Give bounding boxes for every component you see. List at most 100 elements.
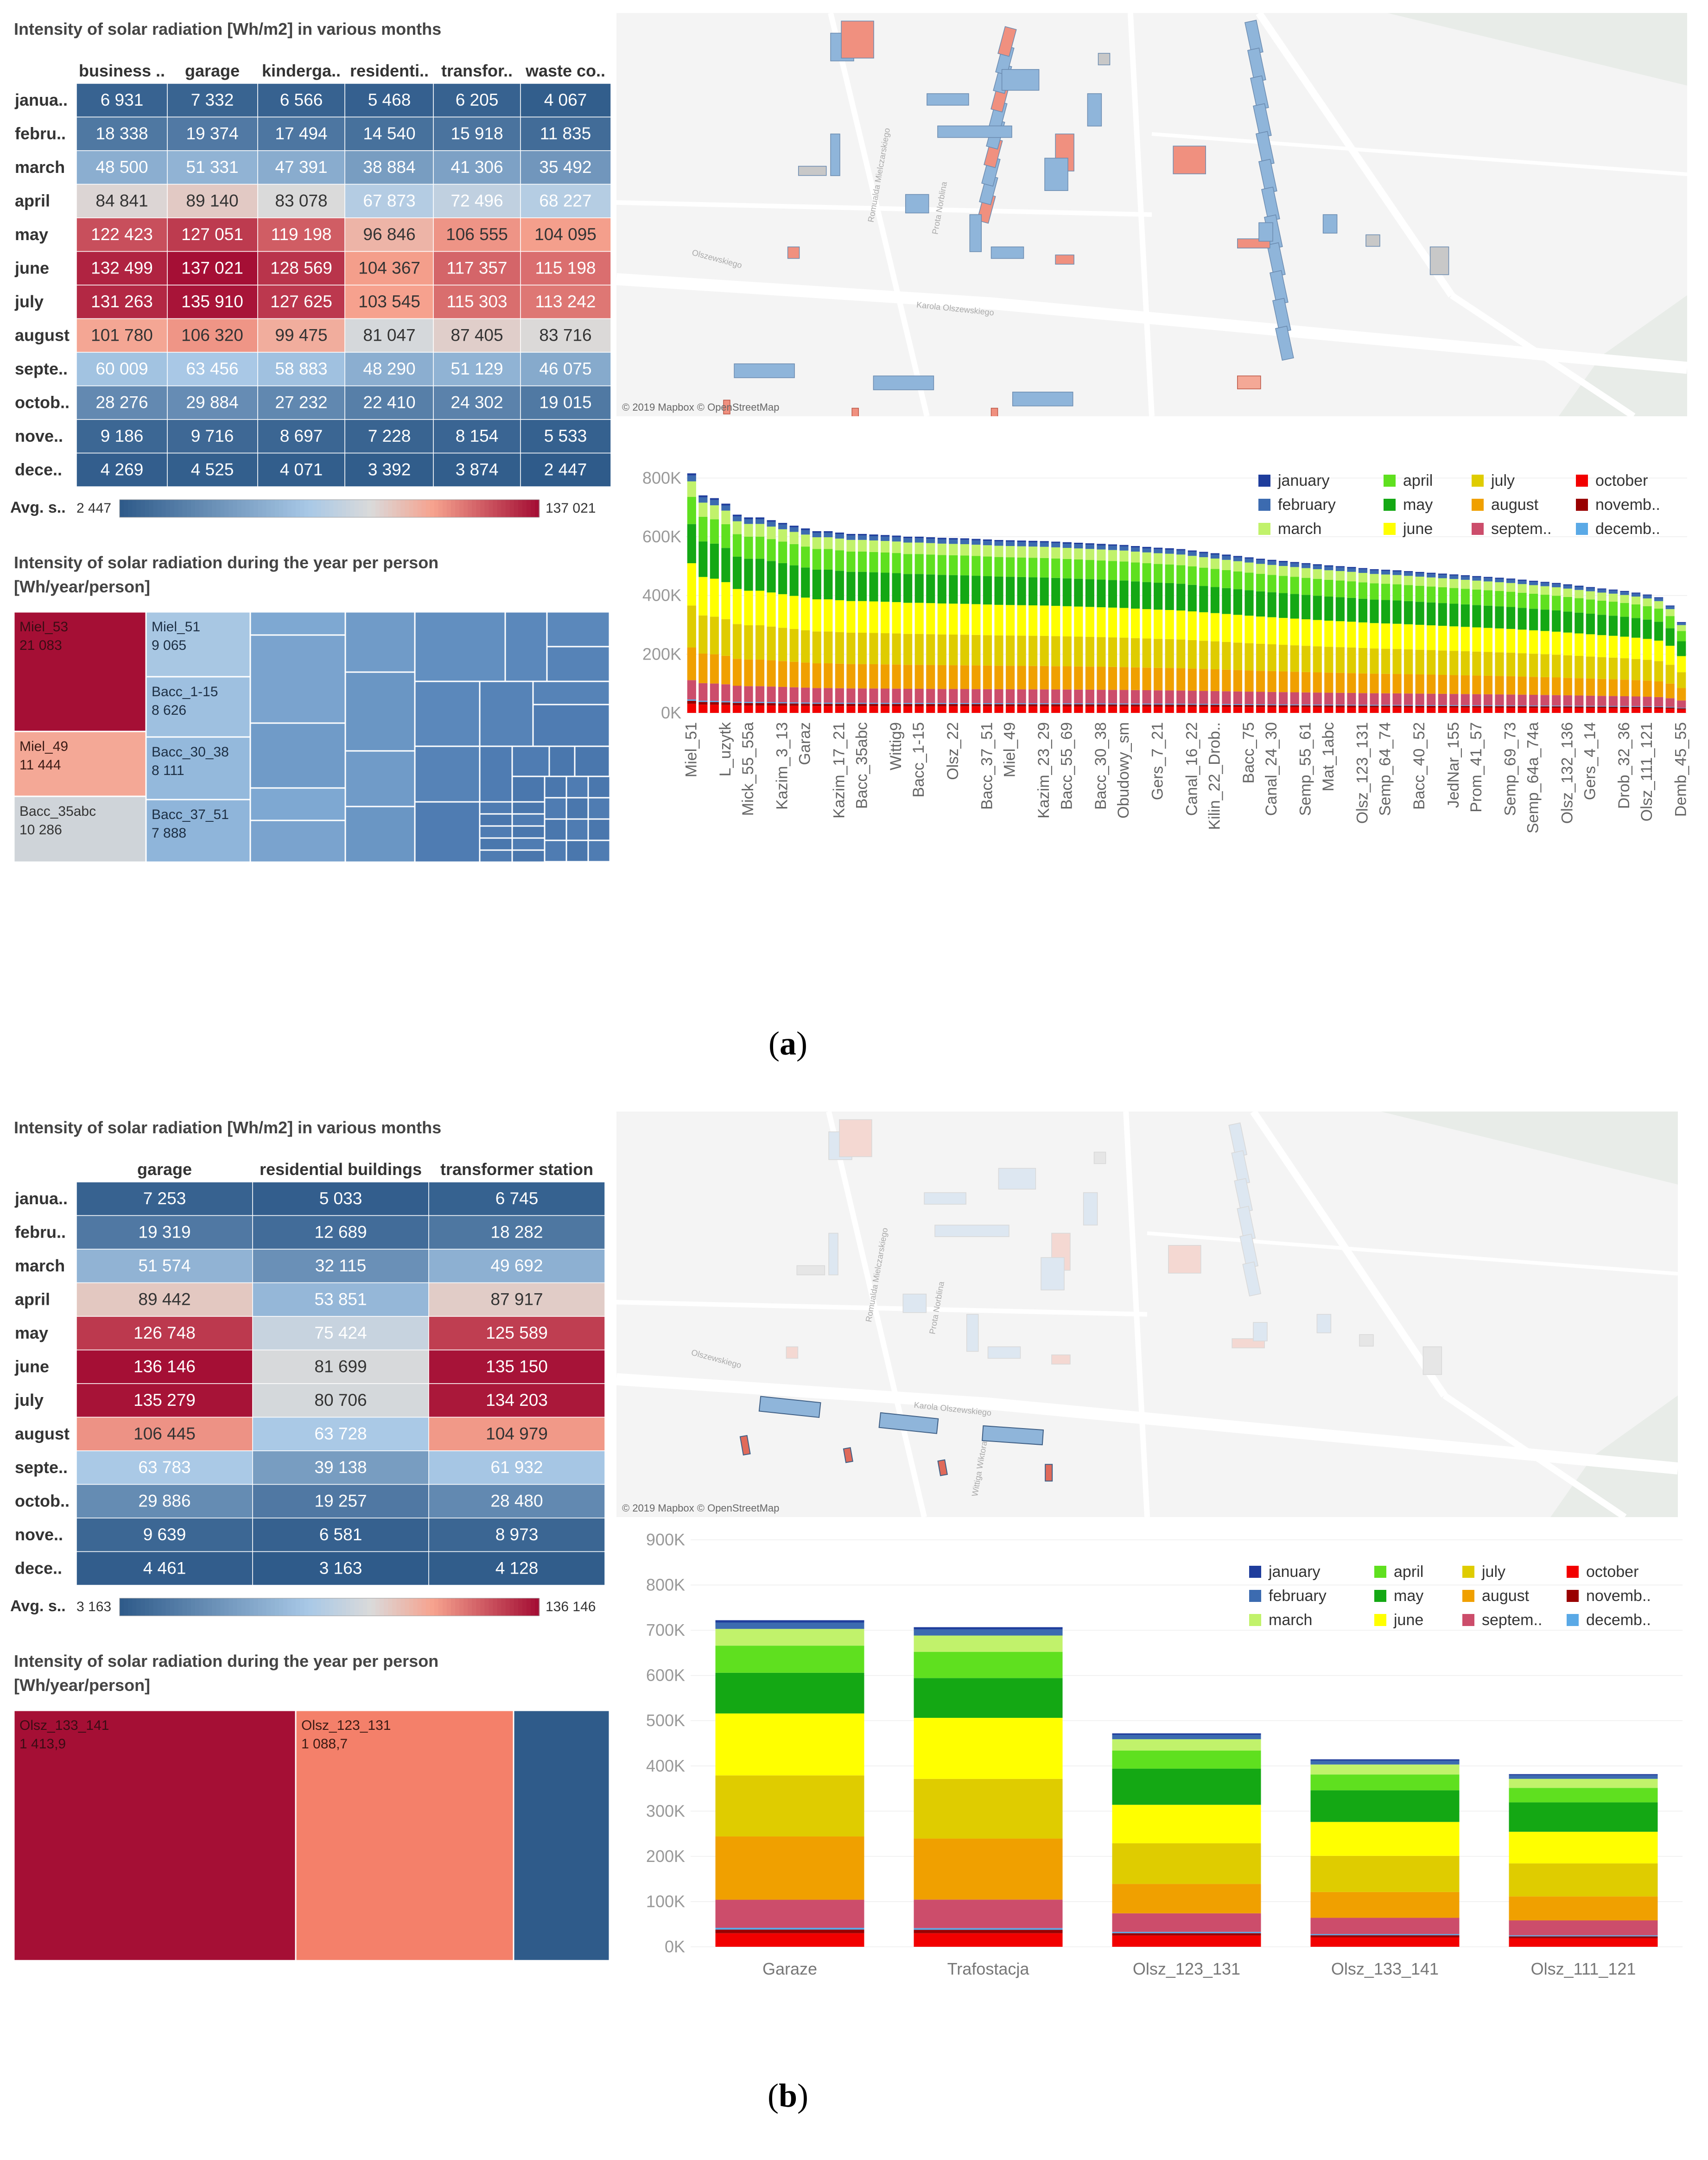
bar-segment: [1210, 705, 1219, 707]
x-tick-label: Prom_41_57: [1467, 722, 1485, 813]
legend-swatch: [233, 500, 238, 517]
bar-segment: [892, 602, 901, 634]
bar-segment: [1381, 584, 1391, 600]
bar-segment: [1563, 708, 1572, 713]
bar-segment: [1222, 554, 1231, 556]
bar-segment: [1631, 680, 1641, 697]
row-header: septe..: [15, 1458, 68, 1477]
bar-segment: [1210, 553, 1219, 555]
bar-segment: [1029, 546, 1038, 558]
bar-segment: [710, 543, 719, 579]
bar-segment: [1552, 584, 1561, 587]
bar-segment: [1290, 618, 1299, 646]
heatmap-cell: [520, 285, 611, 319]
x-tick-label: JedNar_155: [1445, 722, 1462, 808]
bar-segment: [1051, 578, 1060, 606]
cell-value: 4 269: [101, 460, 144, 479]
bar-segment: [1381, 673, 1391, 693]
bar-segment: [1097, 637, 1106, 667]
bar-segment: [857, 540, 867, 552]
x-tick-label: Mick_55_55a: [739, 722, 757, 816]
legend-swatch: [371, 500, 376, 517]
bar-segment: [1187, 691, 1197, 704]
heatmap-cell: [520, 419, 611, 454]
cell-value: 19 015: [539, 393, 591, 412]
bar-segment: [801, 534, 810, 547]
bar-segment: [1310, 1764, 1460, 1775]
bar-segment: [778, 541, 787, 563]
bar-segment: [1097, 703, 1106, 705]
heatmap-cell: [76, 83, 168, 118]
x-tick-label: Olsz_123_131: [1133, 1959, 1240, 1978]
bar-segment: [687, 704, 696, 713]
legend-max: 137 021: [546, 501, 596, 516]
y-tick-label: 300K: [646, 1801, 685, 1820]
row-header: janua..: [14, 1189, 68, 1208]
bar-segment: [1608, 679, 1618, 696]
bar-segment: [1460, 694, 1470, 705]
bar-segment: [1165, 668, 1174, 691]
bar-segment: [1154, 547, 1163, 549]
bar-segment: [857, 572, 867, 601]
bar-segment: [1620, 708, 1629, 713]
cell-value: 135 279: [133, 1391, 196, 1410]
treemap-cell: [249, 787, 346, 821]
legend-swatch: [178, 500, 183, 517]
bar-segment: [1608, 589, 1618, 591]
bar-segment: [835, 703, 844, 704]
bar-segment: [869, 706, 878, 713]
bar-segment: [801, 530, 810, 535]
legend-entry: january: [1268, 1563, 1321, 1581]
bar-segment: [1130, 546, 1140, 548]
bar-segment: [812, 599, 821, 632]
bar-segment: [721, 582, 730, 619]
bar-segment: [1062, 706, 1072, 713]
bar-segment: [880, 602, 890, 634]
column-header: waste co..: [525, 61, 605, 80]
bar-segment: [1017, 703, 1026, 705]
bar-segment: [767, 592, 776, 627]
legend-swatch: [241, 500, 246, 517]
bar-segment: [1347, 567, 1356, 568]
bar-segment: [1415, 705, 1424, 708]
map-building: [723, 400, 730, 414]
legend-frame: [119, 1598, 540, 1616]
legend-swatch: [132, 1598, 137, 1616]
bar-segment: [1427, 625, 1436, 650]
bar-segment: [1267, 644, 1276, 671]
heatmap-cell: [433, 385, 521, 420]
bar-segment: [1222, 642, 1231, 670]
bar-segment: [1509, 1935, 1658, 1937]
legend-swatch: [317, 500, 322, 517]
legend-swatch: [514, 1598, 519, 1616]
cell-value: 99 475: [275, 326, 327, 345]
heatmap-cell: [433, 150, 521, 185]
bar-segment: [1540, 654, 1549, 677]
bar-segment: [789, 703, 799, 706]
bar-segment: [1540, 708, 1549, 713]
treemap-cell: [479, 849, 513, 862]
bar-segment: [1029, 577, 1038, 606]
bar-segment: [971, 704, 981, 706]
map-building: [873, 375, 934, 390]
bar-segment: [732, 534, 742, 557]
bar-segment: [1563, 611, 1572, 633]
bar-segment: [1370, 648, 1379, 674]
bar-segment: [698, 516, 708, 542]
bar-segment: [1154, 705, 1163, 707]
bar-segment: [846, 706, 856, 713]
cell-value: 89 442: [138, 1290, 190, 1309]
bar-segment: [892, 703, 901, 704]
cell-value: 49 692: [490, 1256, 543, 1275]
bar-segment: [1495, 628, 1504, 653]
bar-segment: [1279, 593, 1288, 618]
bar-segment: [1449, 705, 1459, 706]
bar-segment: [869, 534, 878, 536]
bar-segment: [1062, 559, 1072, 578]
cell-value: 3 392: [368, 460, 411, 479]
bar-segment: [1310, 1774, 1460, 1791]
bar-segment: [1051, 704, 1060, 706]
bar-segment: [710, 654, 719, 684]
